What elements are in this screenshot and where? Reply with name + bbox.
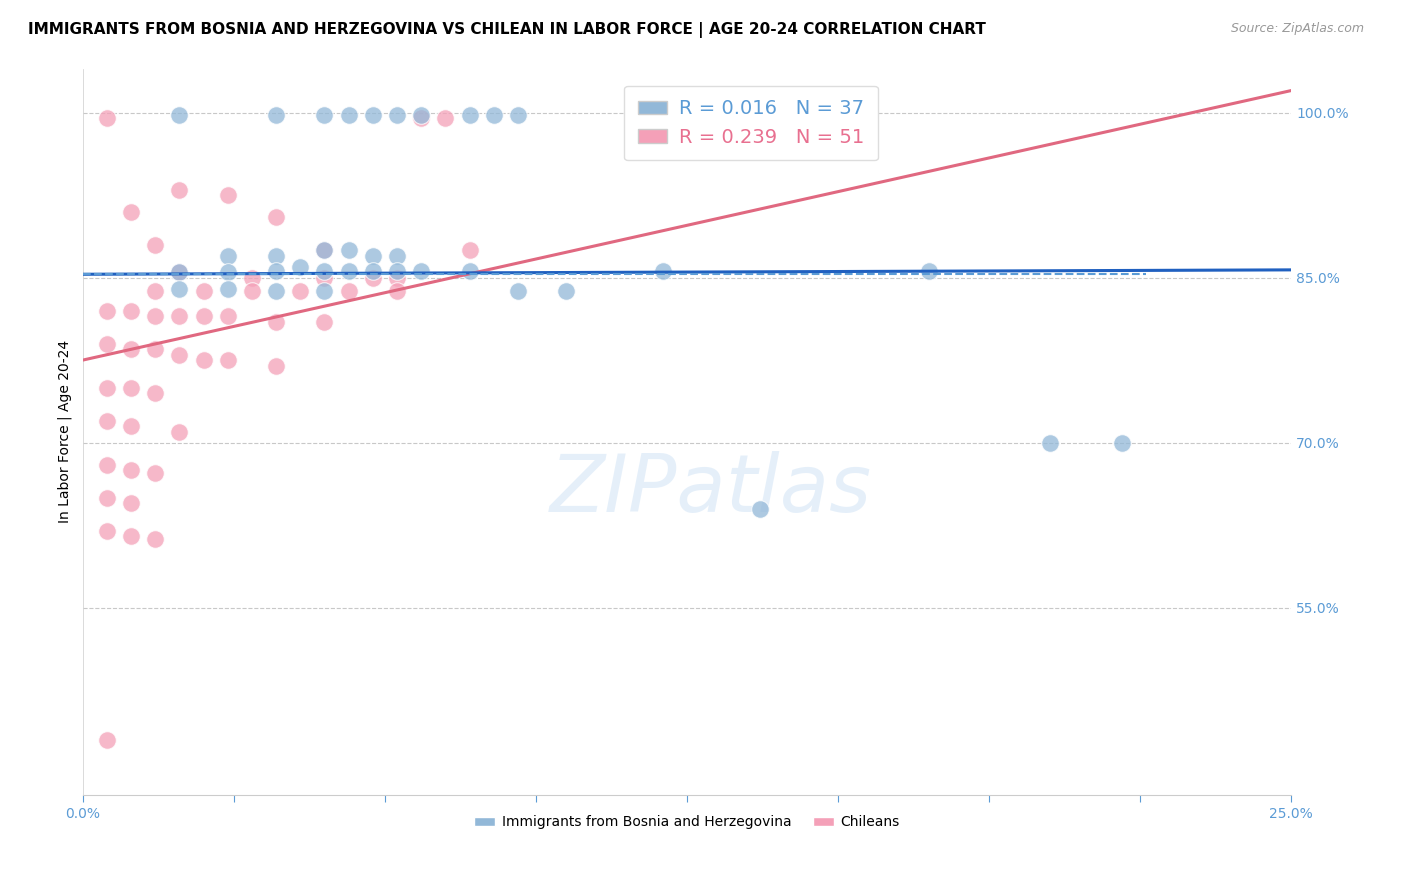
Point (143, 284, 166, 298)
Point (385, 270, 408, 285)
Legend: Immigrants from Bosnia and Herzegovina, Chileans: Immigrants from Bosnia and Herzegovina, … (468, 810, 905, 835)
Point (120, 463, 142, 477)
Point (434, 111, 457, 125)
Point (96, 491, 118, 505)
Point (506, 108, 529, 122)
Text: Source: ZipAtlas.com: Source: ZipAtlas.com (1230, 22, 1364, 36)
Point (120, 496, 142, 510)
Point (748, 501, 770, 516)
Point (314, 270, 336, 285)
Point (96, 303, 118, 318)
Point (385, 108, 408, 122)
Point (143, 342, 166, 356)
Point (217, 249, 239, 263)
Point (217, 188, 239, 202)
Point (169, 348, 191, 362)
Point (193, 284, 215, 298)
Point (1111, 435, 1133, 450)
Point (120, 303, 142, 318)
Point (651, 264, 673, 278)
Point (411, 264, 433, 278)
Point (96, 732, 118, 747)
Point (193, 309, 215, 323)
Point (361, 249, 384, 263)
Point (264, 210, 287, 224)
Point (217, 265, 239, 279)
Point (385, 264, 408, 278)
Point (143, 309, 166, 323)
Point (240, 270, 263, 285)
Point (411, 108, 433, 122)
Point (314, 243, 336, 257)
Point (169, 182, 191, 196)
Point (143, 467, 166, 481)
Point (264, 249, 287, 263)
Point (120, 342, 142, 356)
Point (169, 108, 191, 122)
Point (458, 108, 481, 122)
Point (193, 353, 215, 368)
Point (337, 264, 360, 278)
Point (217, 309, 239, 323)
Point (314, 284, 336, 298)
Point (120, 419, 142, 434)
Point (361, 108, 384, 122)
Point (169, 425, 191, 439)
Text: IMMIGRANTS FROM BOSNIA AND HERZEGOVINA VS CHILEAN IN LABOR FORCE | AGE 20-24 COR: IMMIGRANTS FROM BOSNIA AND HERZEGOVINA V… (28, 22, 986, 38)
Point (385, 284, 408, 298)
Point (264, 359, 287, 373)
Point (361, 264, 384, 278)
Point (506, 284, 529, 298)
Point (314, 315, 336, 329)
Point (482, 108, 505, 122)
Point (918, 264, 941, 278)
Point (96, 111, 118, 125)
Point (337, 284, 360, 298)
Point (361, 270, 384, 285)
Point (120, 204, 142, 219)
Point (337, 243, 360, 257)
Point (290, 284, 312, 298)
Text: ZIPatlas: ZIPatlas (550, 450, 872, 529)
Point (120, 381, 142, 395)
Point (169, 282, 191, 296)
Point (169, 309, 191, 323)
Point (290, 260, 312, 274)
Point (169, 265, 191, 279)
Point (337, 108, 360, 122)
Point (96, 458, 118, 472)
Point (264, 315, 287, 329)
Point (96, 524, 118, 538)
Point (96, 336, 118, 351)
Point (120, 529, 142, 543)
Point (264, 264, 287, 278)
Y-axis label: In Labor Force | Age 20-24: In Labor Force | Age 20-24 (58, 340, 72, 524)
Point (96, 414, 118, 428)
Point (96, 381, 118, 395)
Point (314, 108, 336, 122)
Point (314, 264, 336, 278)
Point (458, 264, 481, 278)
Point (458, 243, 481, 257)
Point (217, 353, 239, 368)
Point (385, 249, 408, 263)
Point (264, 108, 287, 122)
Point (169, 265, 191, 279)
Point (411, 111, 433, 125)
Point (143, 386, 166, 401)
Point (143, 237, 166, 252)
Point (143, 533, 166, 547)
Point (555, 284, 578, 298)
Point (240, 284, 263, 298)
Point (1039, 435, 1062, 450)
Point (314, 243, 336, 257)
Point (217, 282, 239, 296)
Point (264, 284, 287, 298)
